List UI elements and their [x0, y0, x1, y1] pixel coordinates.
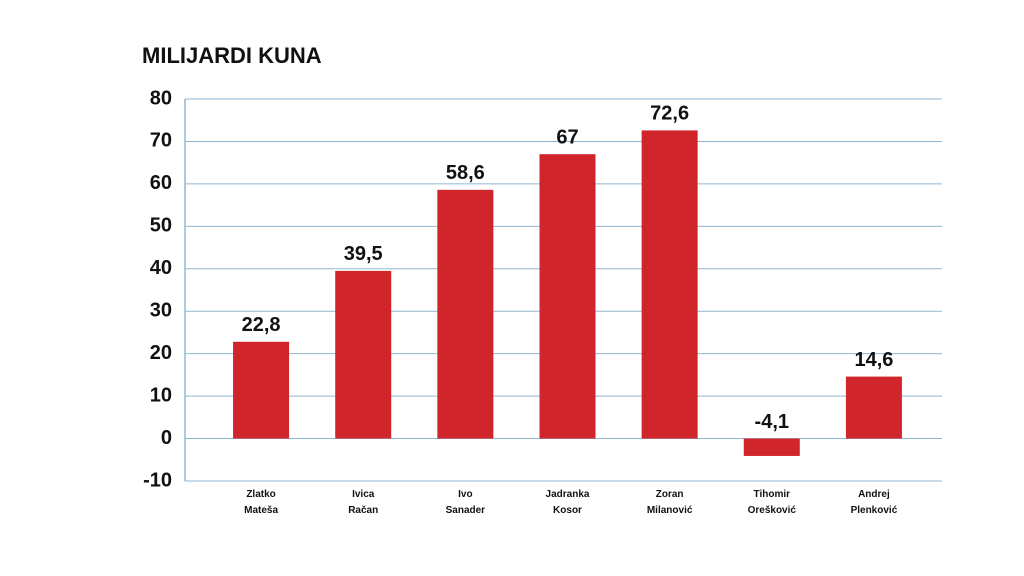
x-tick-label: Jadranka Kosor	[545, 489, 590, 516]
y-tick-label: 30	[150, 300, 172, 322]
x-tick-label: Zlatko Mateša	[244, 489, 279, 516]
x-tick-label: Ivo Sanader	[445, 489, 486, 516]
y-tick-label: 50	[150, 215, 172, 237]
y-tick-label: 80	[150, 87, 172, 109]
bar	[335, 270, 392, 439]
value-label: 14,6	[854, 349, 893, 371]
x-tick-label: Ivica Račan	[348, 489, 379, 516]
x-tick-label: Tihomir Orešković	[747, 489, 796, 516]
bar	[539, 154, 596, 439]
y-tick-label: 70	[150, 130, 172, 152]
bar	[437, 189, 494, 439]
value-label: 22,8	[242, 314, 281, 336]
value-label: 72,6	[650, 103, 689, 125]
x-tick-label: Andrej Plenković	[850, 489, 898, 516]
x-tick-label: Zoran Milanović	[646, 489, 693, 516]
bar	[233, 341, 290, 439]
y-tick-label: -10	[143, 469, 172, 491]
y-tick-label: 10	[150, 384, 172, 406]
y-tick-label: 60	[150, 172, 172, 194]
value-label: 39,5	[344, 243, 383, 265]
bar	[845, 376, 902, 439]
value-label: 58,6	[446, 162, 485, 184]
chart-title: MILIJARDI KUNA	[142, 43, 322, 68]
value-label: 67	[556, 126, 578, 148]
y-tick-label: 40	[150, 257, 172, 279]
bar	[743, 438, 800, 456]
y-tick-label: 0	[161, 427, 172, 449]
bar	[641, 130, 698, 439]
value-label: -4,1	[755, 411, 789, 433]
y-tick-label: 20	[150, 342, 172, 364]
